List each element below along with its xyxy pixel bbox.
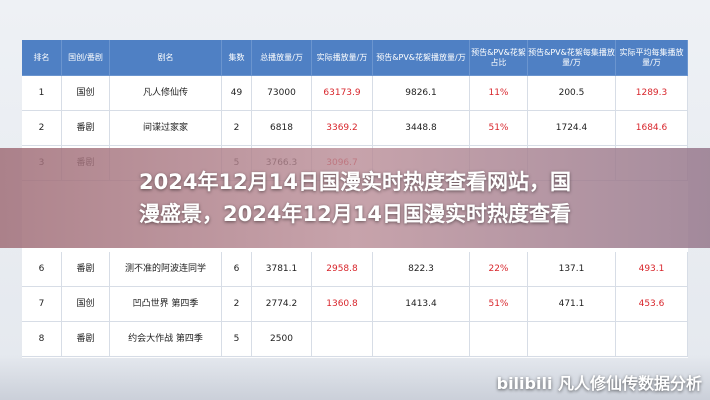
table-cell: 493.1 <box>616 252 688 287</box>
table-cell: 凡人修仙传 <box>110 76 222 111</box>
table-cell: 2774.2 <box>252 287 312 322</box>
header-cell: 剧名 <box>110 40 222 76</box>
table-cell: 3448.8 <box>373 111 470 146</box>
table-cell <box>373 322 470 357</box>
header-cell: 国创/番剧 <box>62 40 110 76</box>
table-cell: 约会大作战 第四季 <box>110 322 222 357</box>
table-cell: 1360.8 <box>312 287 373 322</box>
header-cell: 总播放量/万 <box>252 40 312 76</box>
table-cell: 1 <box>22 76 62 111</box>
table-cell <box>470 322 528 357</box>
table-cell: 凹凸世界 第四季 <box>110 287 222 322</box>
header-cell: 预告&PV&花絮每集播放量/万 <box>528 40 616 76</box>
table-cell <box>312 322 373 357</box>
table-cell: 51% <box>470 287 528 322</box>
table-cell: 2 <box>222 287 252 322</box>
table-cell: 63173.9 <box>312 76 373 111</box>
table-cell: 73000 <box>252 76 312 111</box>
table-cell: 22% <box>470 252 528 287</box>
table-cell: 国创 <box>62 76 110 111</box>
table-cell: 1684.6 <box>616 111 688 146</box>
table-cell: 1413.4 <box>373 287 470 322</box>
table-cell: 1724.4 <box>528 111 616 146</box>
table-cell: 1289.3 <box>616 76 688 111</box>
header-cell: 实际播放量/万 <box>312 40 373 76</box>
table-cell: 5 <box>222 322 252 357</box>
table-cell: 49 <box>222 76 252 111</box>
table-cell: 2958.8 <box>312 252 373 287</box>
table-cell: 间谍过家家 <box>110 111 222 146</box>
header-cell: 排名 <box>22 40 62 76</box>
table-cell: 11% <box>470 76 528 111</box>
title-line: 漫盛景，2024年12月14日国漫实时热度查看 <box>139 202 571 226</box>
table-cell: 测不准的阿波连同学 <box>110 252 222 287</box>
table-cell: 137.1 <box>528 252 616 287</box>
table-cell: 8 <box>22 322 62 357</box>
header-cell: 实际平均每集播放量/万 <box>616 40 688 76</box>
table-cell: 822.3 <box>373 252 470 287</box>
table-cell: 9826.1 <box>373 76 470 111</box>
table-cell: 471.1 <box>528 287 616 322</box>
table-cell: 2500 <box>252 322 312 357</box>
table-cell <box>528 322 616 357</box>
table-cell <box>616 322 688 357</box>
header-cell: 预告&PV&花絮播放量/万 <box>373 40 470 76</box>
title-banner: 2024年12月14日国漫实时热度查看网站，国 漫盛景，2024年12月14日国… <box>0 148 710 248</box>
table-cell: 番剧 <box>62 252 110 287</box>
table-cell: 51% <box>470 111 528 146</box>
table-cell: 3781.1 <box>252 252 312 287</box>
table-cell: 3369.2 <box>312 111 373 146</box>
table-cell: 453.6 <box>616 287 688 322</box>
title-line: 2024年12月14日国漫实时热度查看网站，国 <box>139 170 571 194</box>
table-cell: 2 <box>22 111 62 146</box>
table-cell: 2 <box>222 111 252 146</box>
table-cell: 7 <box>22 287 62 322</box>
header-cell: 预告&PV&花絮占比 <box>470 40 528 76</box>
table-cell: 国创 <box>62 287 110 322</box>
table-cell: 6818 <box>252 111 312 146</box>
table-cell: 6 <box>222 252 252 287</box>
table-cell: 番剧 <box>62 322 110 357</box>
header-cell: 集数 <box>222 40 252 76</box>
table-cell: 6 <box>22 252 62 287</box>
table-cell: 番剧 <box>62 111 110 146</box>
watermark: bilibili 凡人修仙传数据分析 <box>496 374 702 393</box>
fade <box>0 355 710 400</box>
table-cell: 200.5 <box>528 76 616 111</box>
